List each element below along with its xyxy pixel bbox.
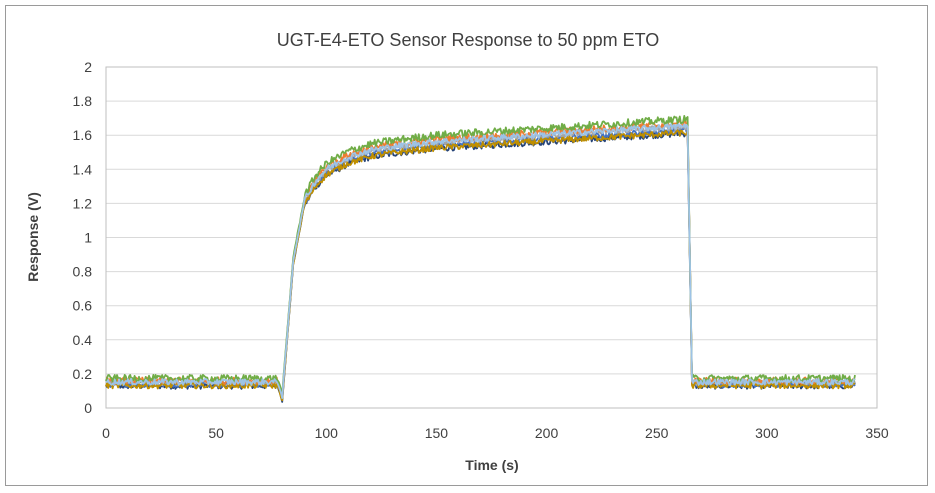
chart-title: UGT-E4-ETO Sensor Response to 50 ppm ETO <box>277 30 660 50</box>
y-tick-label: 1.8 <box>73 93 93 109</box>
y-axis-label: Response (V) <box>25 192 41 281</box>
gridlines <box>106 100 877 375</box>
x-tick-label: 300 <box>755 425 779 441</box>
series-line-4 <box>105 129 856 402</box>
x-axis-label: Time (s) <box>465 457 518 473</box>
x-tick-label: 0 <box>102 425 110 441</box>
y-tick-label: 1.6 <box>73 127 93 143</box>
x-tick-label: 200 <box>535 425 559 441</box>
y-tick-label: 1.4 <box>73 161 93 177</box>
series-line-2 <box>105 126 856 400</box>
series-line-6 <box>105 115 856 396</box>
y-tick-label: 1.2 <box>73 195 93 211</box>
chart-frame <box>5 5 928 486</box>
series-line-1 <box>105 130 856 403</box>
x-tick-label: 150 <box>425 425 449 441</box>
x-tick-label: 250 <box>645 425 669 441</box>
y-tick-label: 1 <box>84 230 92 246</box>
series-line-5 <box>105 119 856 397</box>
x-tick-label: 100 <box>315 425 339 441</box>
y-tick-labels: 0 0.2 0.4 0.6 0.8 1 1.2 1.4 1.6 1.8 2 <box>73 59 93 416</box>
series-line-7 <box>106 123 856 400</box>
plot-area <box>105 66 878 409</box>
x-tick-label: 50 <box>208 425 224 441</box>
x-tick-label: 350 <box>865 425 889 441</box>
x-tick-labels: 0 50 100 150 200 250 300 350 <box>102 425 889 441</box>
series-layer <box>105 115 856 403</box>
y-tick-label: 0.8 <box>73 264 93 280</box>
y-tick-label: 0.2 <box>73 366 93 382</box>
y-tick-label: 0.6 <box>73 298 93 314</box>
series-line-3 <box>105 124 856 400</box>
y-tick-label: 0.4 <box>73 332 93 348</box>
y-tick-label: 2 <box>84 59 92 75</box>
y-tick-label: 0 <box>84 400 92 416</box>
